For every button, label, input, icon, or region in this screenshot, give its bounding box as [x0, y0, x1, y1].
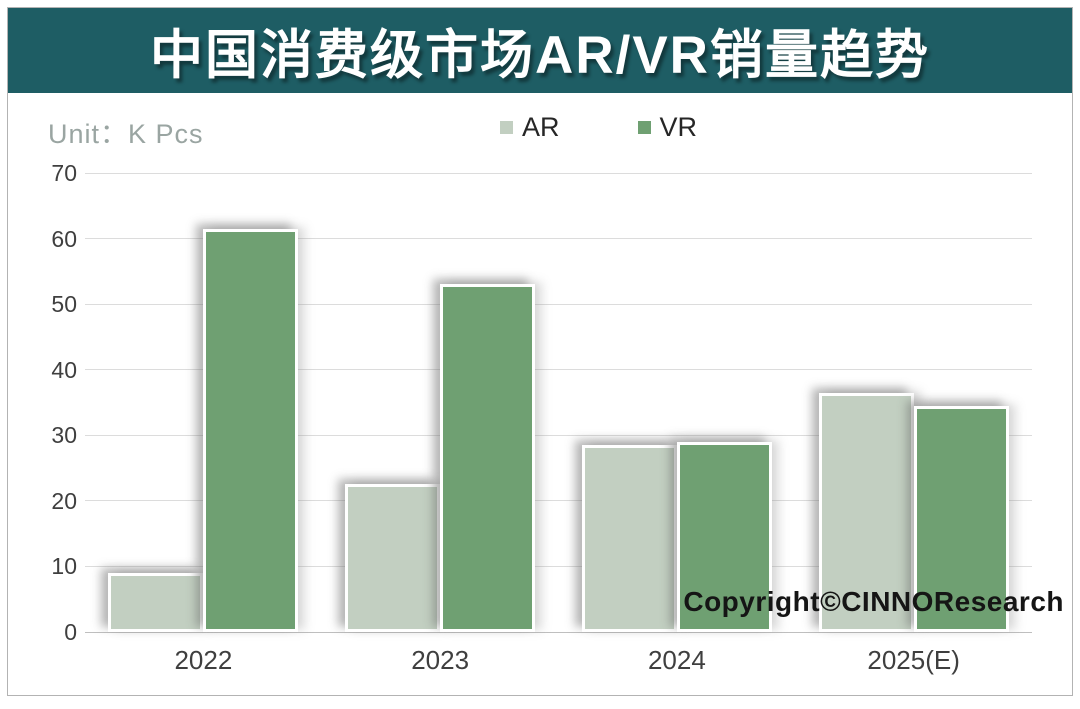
legend-ar-swatch	[500, 121, 513, 134]
bar-ar-2022	[108, 573, 204, 632]
gridline-10	[85, 565, 1032, 567]
y-tick-label-20: 20	[51, 487, 77, 514]
x-tick-label-2023: 2023	[411, 645, 470, 675]
legend-ar-label: AR	[522, 112, 560, 142]
legend-item-ar: AR	[500, 112, 560, 143]
gridline-40	[85, 369, 1032, 371]
y-tick-label-50: 50	[51, 291, 77, 318]
plot-area: 0 10 20 30 40 50 60 70 2022 2023 2024 2025(E)	[51, 160, 1032, 675]
legend-vr-label: VR	[659, 112, 698, 142]
gridline-0	[85, 631, 1032, 633]
x-tick-label-2024: 2024	[647, 645, 706, 675]
copyright-watermark: Copyright©CINNOResearch	[683, 586, 1064, 617]
gridline-30	[85, 434, 1032, 436]
y-tick-label-60: 60	[51, 225, 77, 252]
y-tick-label-40: 40	[51, 356, 77, 383]
gridline-50	[85, 303, 1032, 305]
bar-vr-2025(E)	[913, 405, 1009, 632]
legend-vr-swatch	[637, 121, 651, 134]
y-tick-label-70: 70	[51, 160, 77, 186]
unit-label: Unit：K Pcs	[48, 119, 204, 149]
gridline-60	[85, 238, 1032, 240]
x-tick-label-2022: 2022	[174, 645, 233, 675]
legend: AR VR	[500, 112, 697, 143]
x-tick-label-2025(E): 2025(E)	[867, 645, 960, 675]
legend-item-vr: VR	[637, 112, 698, 143]
bar-vr-2022	[203, 228, 299, 632]
gridline-70	[85, 172, 1032, 174]
y-tick-label-10: 10	[51, 553, 77, 580]
chart-title: 中国消费级市场AR/VR销量趋势	[150, 25, 930, 85]
bar-ar-2023	[345, 484, 441, 632]
title-banner: 中国消费级市场AR/VR销量趋势	[8, 8, 1072, 93]
bar-vr-2024	[676, 441, 772, 632]
bar-ar-2024	[581, 445, 677, 632]
y-tick-label-0: 0	[64, 619, 77, 645]
gridline-20	[85, 500, 1032, 502]
bar-ar-2025(E)	[818, 392, 914, 632]
bar-vr-2023	[440, 284, 536, 632]
y-tick-label-30: 30	[51, 422, 77, 449]
